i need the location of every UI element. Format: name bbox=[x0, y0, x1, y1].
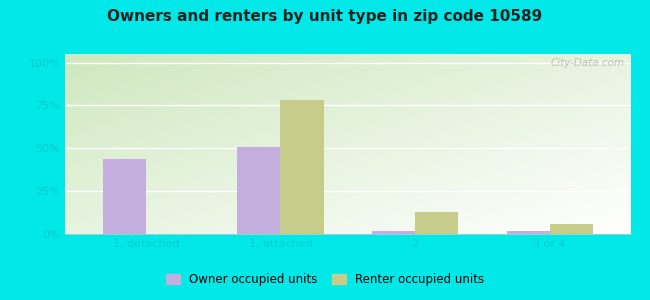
Bar bbox=[280, 100, 324, 234]
Legend: Owner occupied units, Renter occupied units: Owner occupied units, Renter occupied un… bbox=[161, 269, 489, 291]
Bar bbox=[506, 231, 550, 234]
Bar bbox=[103, 159, 146, 234]
Text: City-Data.com: City-Data.com bbox=[551, 58, 625, 68]
Bar bbox=[237, 147, 280, 234]
Bar bbox=[550, 224, 593, 234]
Bar bbox=[372, 231, 415, 234]
Bar bbox=[415, 212, 458, 234]
Text: Owners and renters by unit type in zip code 10589: Owners and renters by unit type in zip c… bbox=[107, 9, 543, 24]
